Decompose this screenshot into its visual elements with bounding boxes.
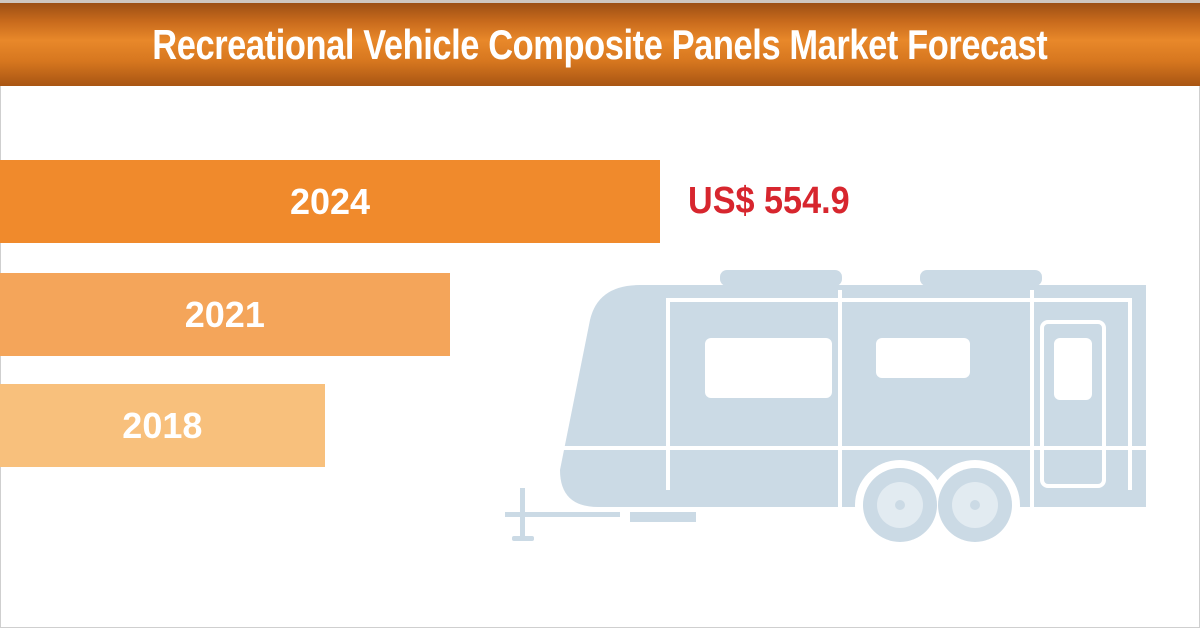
value-label-2024: US$ 554.9	[688, 180, 850, 222]
bar-label: 2024	[289, 180, 371, 222]
title-banner: Recreational Vehicle Composite Panels Ma…	[0, 0, 1200, 86]
bar-label: 2018	[122, 404, 203, 446]
bar-2018: 2018	[0, 384, 325, 467]
chart-title: Recreational Vehicle Composite Panels Ma…	[152, 20, 1048, 68]
bar-label: 2021	[184, 293, 265, 335]
bar-2021: 2021	[0, 273, 450, 356]
bar-2024: 2024	[0, 160, 660, 243]
wheel-icons	[863, 468, 1012, 542]
